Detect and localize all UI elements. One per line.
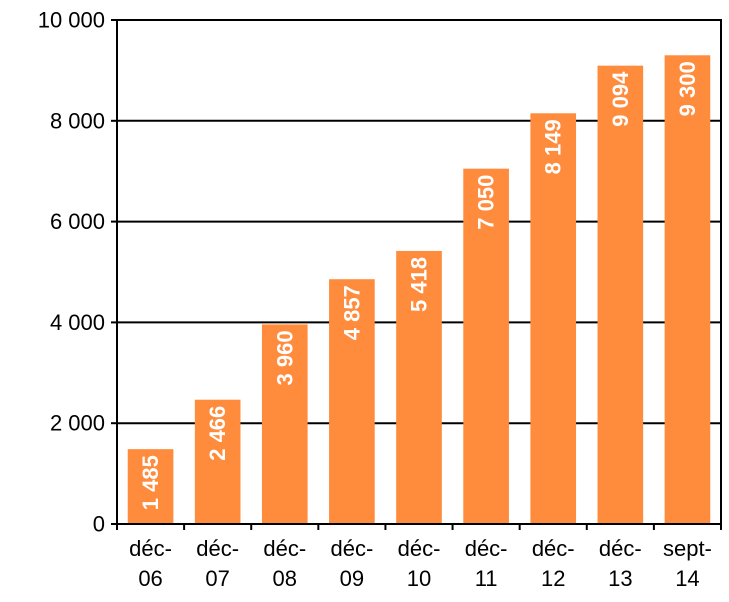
bar-5	[463, 168, 509, 524]
x-category-label-line: 09	[340, 566, 364, 591]
data-label-4: 5 418	[407, 257, 432, 312]
x-category-label-line: 06	[138, 566, 162, 591]
x-category-label-line: 11	[475, 566, 498, 591]
x-category-label-line: 13	[608, 566, 632, 591]
data-label-1: 2 466	[205, 406, 230, 461]
x-category-label-7: déc- 13	[599, 536, 642, 591]
bar-1	[194, 399, 241, 524]
y-axis-tick-labels: 0 2 000 4 000 6 000 8 000 10 000	[38, 8, 117, 537]
bar-8	[664, 55, 711, 524]
plot-frame	[116, 19, 722, 525]
plot-border	[116, 19, 722, 525]
x-category-label-line: 07	[205, 566, 229, 591]
data-label-3: 4 857	[339, 285, 364, 340]
bar-7	[597, 65, 644, 524]
x-category-label-line: sept-	[663, 536, 712, 561]
data-label-0: 1 485	[138, 455, 163, 510]
bar-4	[396, 250, 442, 524]
y-tick-label-8000: 8 000	[50, 108, 105, 133]
data-label-6: 8 149	[541, 119, 566, 174]
data-label-5: 7 050	[474, 175, 499, 230]
y-tick-label-10000: 10 000	[38, 8, 105, 33]
x-category-label-8: sept- 14	[663, 536, 712, 591]
bar-6	[530, 113, 577, 524]
bars: 1 485 2 466 3 960 4 857 5 418 7 050 8 149 9 094…	[127, 55, 711, 524]
x-category-label-line: 12	[541, 566, 565, 591]
x-category-label-3: déc- 09	[330, 536, 373, 591]
bar-2	[261, 324, 308, 524]
x-category-label-line: déc-	[599, 536, 642, 561]
x-category-label-0: déc- 06	[129, 536, 172, 591]
bar-3	[329, 279, 375, 524]
x-category-label-line: déc-	[465, 536, 508, 561]
x-category-label-line: déc-	[398, 536, 441, 561]
x-category-label-line: 14	[675, 566, 699, 591]
y-tick-label-4000: 4 000	[50, 310, 105, 335]
x-category-label-line: 08	[273, 566, 297, 591]
y-tick-label-6000: 6 000	[50, 209, 105, 234]
data-label-7: 9 094	[608, 71, 633, 127]
x-category-label-2: déc- 08	[263, 536, 306, 591]
x-category-label-line: déc-	[532, 536, 575, 561]
x-category-label-line: déc-	[196, 536, 239, 561]
x-category-label-line: déc-	[263, 536, 306, 561]
y-tick-label-2000: 2 000	[50, 411, 105, 436]
x-category-label-line: 10	[407, 566, 431, 591]
x-category-label-line: déc-	[129, 536, 172, 561]
y-tick-label-0: 0	[93, 512, 105, 537]
x-axis-category-labels: déc-06déc-07déc-08déc-09déc-10déc-11déc-…	[116, 524, 722, 591]
bar-0	[127, 449, 174, 524]
x-category-label-6: déc- 12	[532, 536, 575, 591]
x-category-label-4: déc- 10	[398, 536, 441, 591]
x-category-label-1: déc- 07	[196, 536, 239, 591]
x-category-label-line: déc-	[330, 536, 373, 561]
data-label-8: 9 300	[675, 61, 700, 116]
data-label-2: 3 960	[272, 330, 297, 385]
x-category-label-5: déc- 11	[465, 536, 508, 591]
